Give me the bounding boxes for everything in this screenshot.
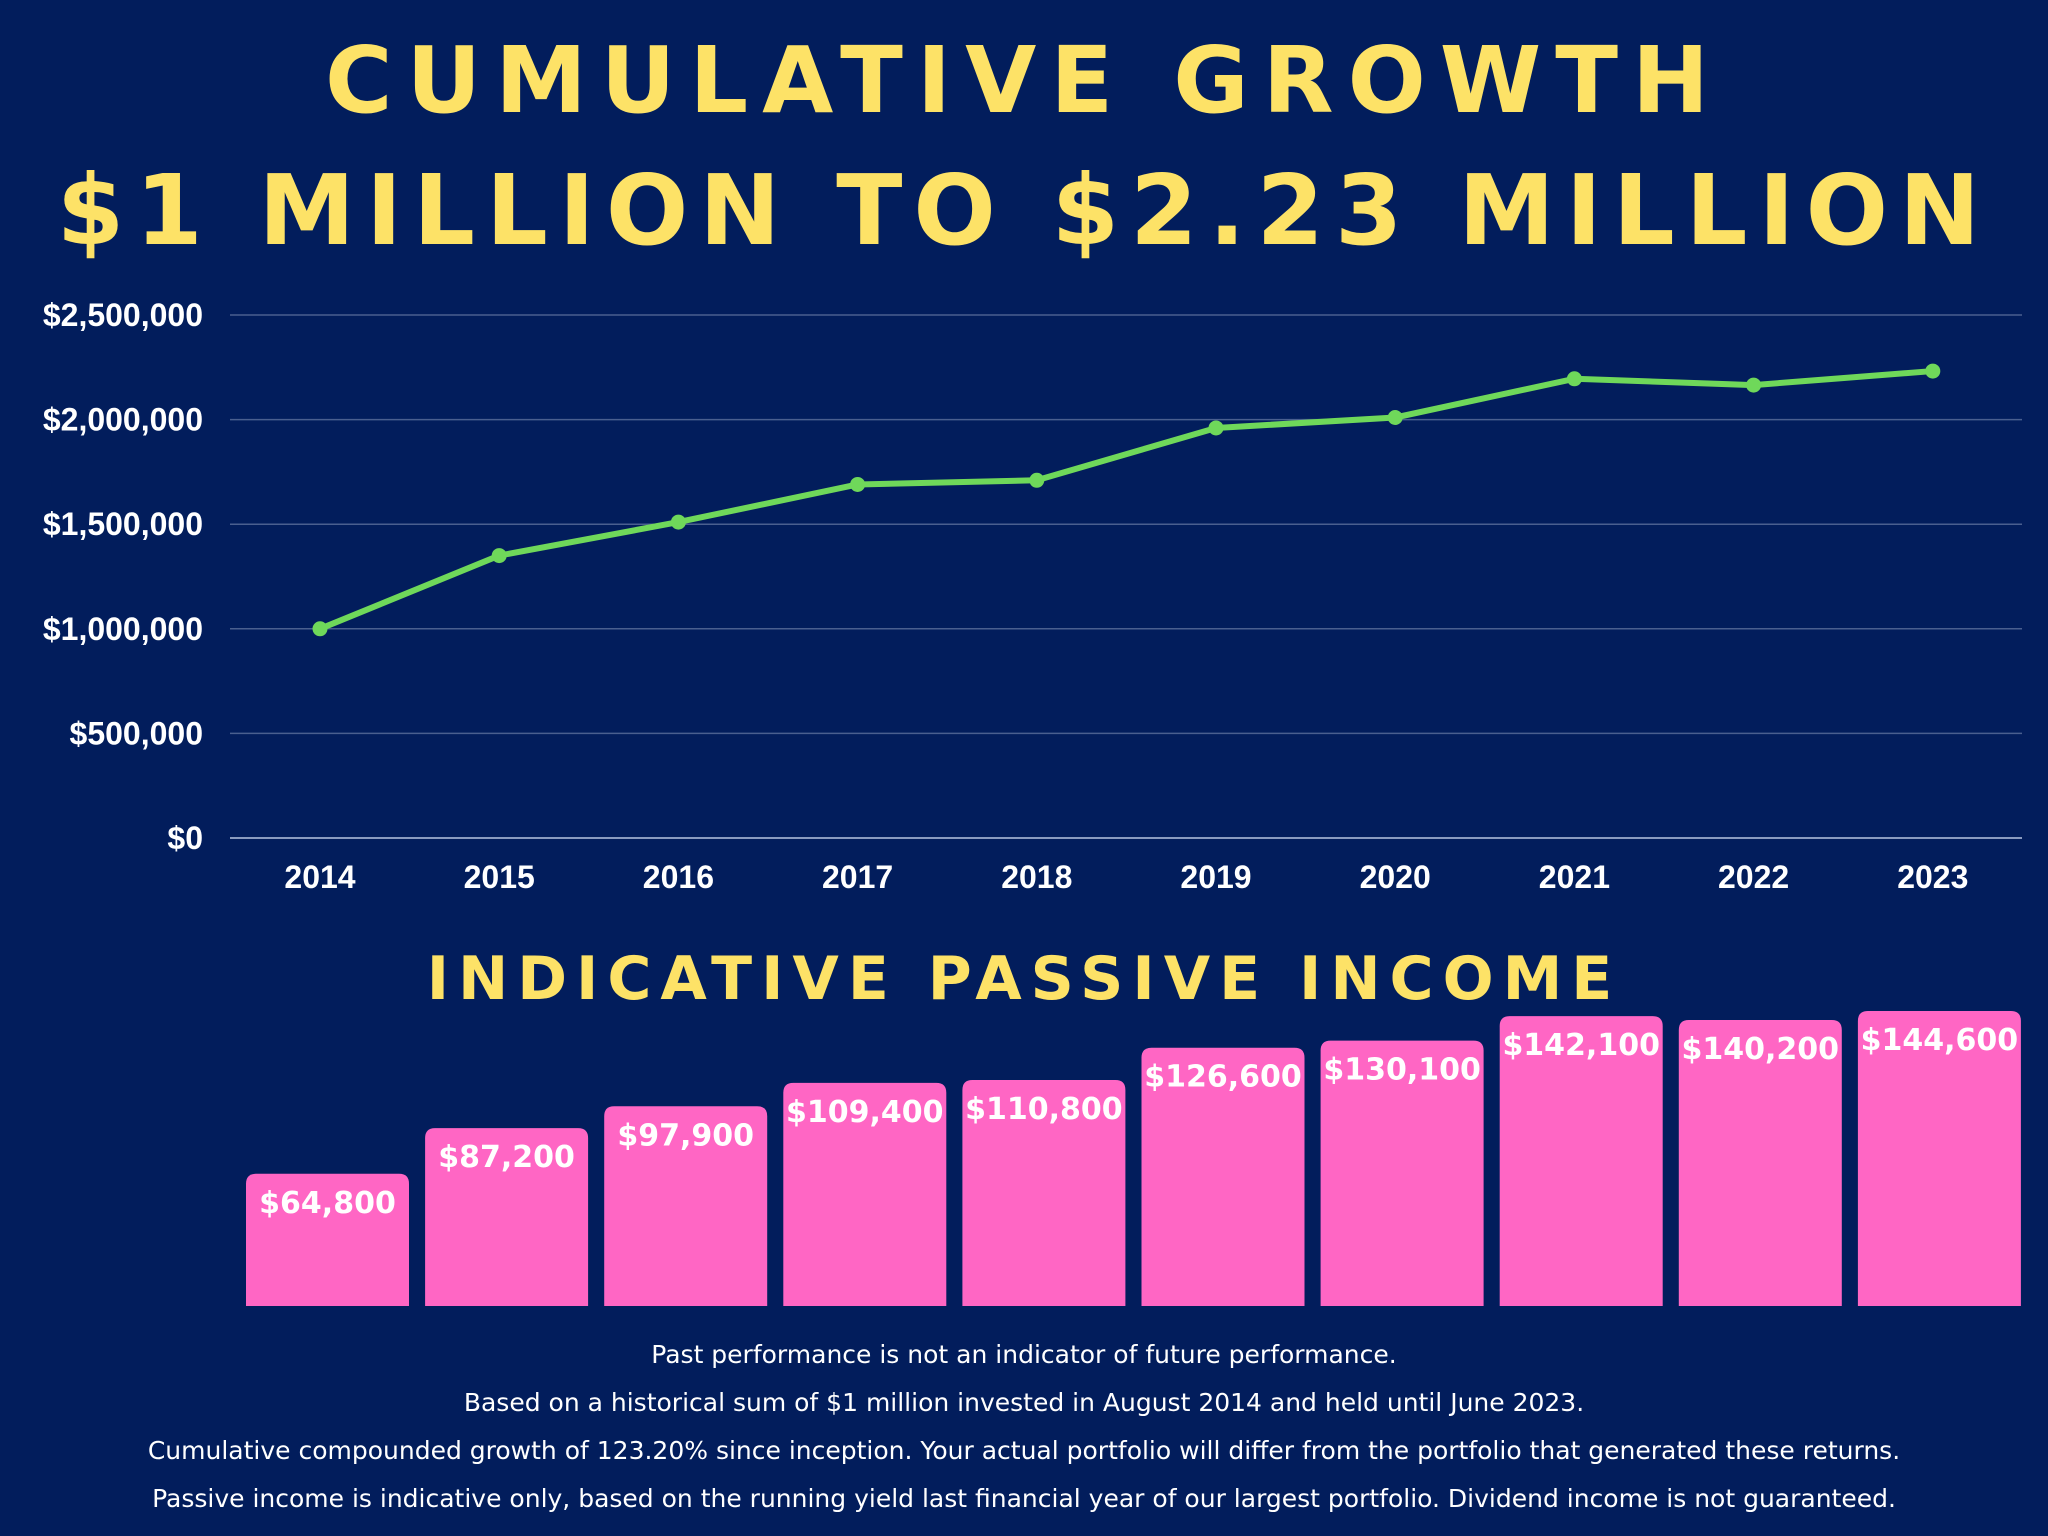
income-bar xyxy=(604,1106,768,1306)
bar-data-label: $130,100 xyxy=(1323,1053,1481,1088)
y-tick-label: $0 xyxy=(167,820,203,856)
income-bar xyxy=(1678,1019,1842,1306)
y-tick-label: $1,500,000 xyxy=(43,506,203,542)
data-point xyxy=(850,476,866,492)
data-point xyxy=(1029,472,1045,488)
data-point xyxy=(312,621,328,637)
income-bar xyxy=(425,1128,589,1306)
data-point xyxy=(491,548,507,564)
bar-data-label: $97,900 xyxy=(617,1118,754,1153)
x-tick-label: 2021 xyxy=(1539,859,1610,895)
bar-data-label: $142,100 xyxy=(1502,1028,1660,1063)
bar-data-label: $64,800 xyxy=(259,1186,396,1221)
bar-data-label: $87,200 xyxy=(438,1140,575,1175)
x-tick-label: 2022 xyxy=(1718,859,1789,895)
bar-data-label: $144,600 xyxy=(1861,1023,2019,1058)
x-tick-label: 2023 xyxy=(1897,859,1968,895)
footnote-2: Based on a historical sum of $1 million … xyxy=(463,1388,1585,1417)
bar-data-label: $126,600 xyxy=(1144,1060,1302,1095)
income-chart-title: INDICATIVE PASSIVE INCOME xyxy=(426,944,1622,1014)
x-tick-label: 2015 xyxy=(464,859,535,895)
income-bar xyxy=(1320,1040,1484,1306)
x-tick-label: 2020 xyxy=(1360,859,1431,895)
x-tick-label: 2014 xyxy=(284,859,355,895)
income-bar xyxy=(783,1082,947,1306)
x-tick-label: 2019 xyxy=(1180,859,1251,895)
data-point xyxy=(1387,410,1403,426)
bar-data-label: $140,200 xyxy=(1682,1032,1840,1067)
x-tick-label: 2018 xyxy=(1001,859,1072,895)
data-point xyxy=(1208,420,1224,436)
x-tick-label: 2016 xyxy=(643,859,714,895)
bar-data-label: $109,400 xyxy=(786,1095,944,1130)
data-point xyxy=(1925,363,1941,379)
data-point xyxy=(670,514,686,530)
income-bar xyxy=(1499,1016,1663,1306)
y-tick-label: $2,000,000 xyxy=(43,402,203,438)
x-tick-label: 2017 xyxy=(822,859,893,895)
footnote-1: Past performance is not an indicator of … xyxy=(651,1340,1397,1369)
chart-title-line-1: CUMULATIVE GROWTH xyxy=(324,27,1724,134)
income-bar xyxy=(962,1079,1126,1306)
footnote-4: Passive income is indicative only, based… xyxy=(152,1484,1896,1513)
data-point xyxy=(1566,371,1582,387)
bar-data-label: $110,800 xyxy=(965,1092,1123,1127)
income-bar xyxy=(246,1173,409,1306)
footnote-3: Cumulative compounded growth of 123.20% … xyxy=(147,1436,1901,1465)
y-tick-label: $1,000,000 xyxy=(43,611,203,647)
series-line-growth xyxy=(317,368,1936,632)
chart-title-line-2: $1 MILLION TO $2.23 MILLION xyxy=(56,154,1992,267)
y-tick-label: $500,000 xyxy=(70,715,203,751)
income-bar xyxy=(1141,1047,1305,1306)
y-tick-label: $2,500,000 xyxy=(43,297,203,333)
footnotes: Past performance is not an indicator of … xyxy=(0,1331,2048,1523)
growth-line-chart: $0 $500,000 $1,000,000 $1,500,000 $2,000,000… xyxy=(43,297,2022,895)
data-point xyxy=(1746,377,1762,393)
income-bar xyxy=(1857,1011,2021,1306)
